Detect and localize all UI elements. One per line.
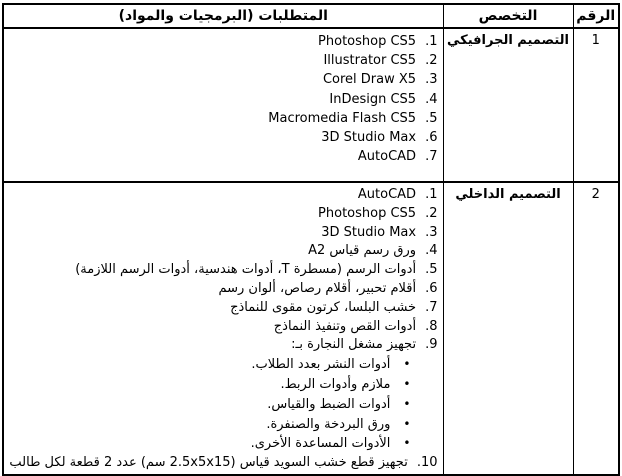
bullet-list-item: • ملازم وأدوات الربط.: [10, 375, 438, 395]
list-item-number: 5.: [425, 110, 438, 126]
bullet-list-item: • ورق البردخة والصنفرة.: [10, 415, 438, 435]
header-number: الرقم: [572, 3, 620, 29]
list-item-text: Macromedia Flash CS5: [268, 110, 417, 126]
bullet-list-item: • الأدوات المساعدة الأخرى.: [10, 434, 438, 454]
list-item-text: ورق رسم قياس A2: [308, 243, 417, 259]
header-specialization: التخصص: [442, 3, 574, 29]
list-item-text: AutoCAD: [357, 187, 417, 202]
list-item-number: 6.: [425, 130, 438, 146]
list-item: 1. Photoshop CS5: [10, 32, 438, 51]
bullet-list-item: • أدوات الضبط والقياس.: [10, 395, 438, 415]
list-item-text: خشب البلسا، كرتون مقوى للنماذج: [230, 299, 417, 315]
bullet-item-text: الأدوات المساعدة الأخرى.: [250, 436, 391, 452]
list-item-number: 9.: [425, 337, 438, 353]
list-item-text: تجهيز مشغل النجارة بـ:: [291, 337, 417, 353]
list-item-text: أدوات الرسم (مسطرة T، أدوات هندسية، أدوا…: [75, 262, 417, 278]
list-item-number: 4.: [425, 91, 438, 107]
bullet-item-text: ورق البردخة والصنفرة.: [266, 416, 391, 432]
list-item: 5. Macromedia Flash CS5: [10, 109, 438, 128]
table-header-row: الرقم التخصص المتطلبات (البرمجيات والموا…: [2, 3, 620, 29]
list-item-number: 10.: [416, 455, 438, 471]
bullet-list: • أدوات النشر بعدد الطلاب. • ملازم وأدوا…: [10, 355, 438, 454]
list-item-text: Illustrator CS5: [323, 53, 417, 69]
list-item-number: 2.: [425, 53, 438, 69]
list-item-number: 2.: [425, 205, 438, 221]
list-item: 9. تجهيز مشغل النجارة بـ:: [10, 336, 438, 355]
list-item-number: 7.: [425, 299, 438, 315]
list-item-text: Photoshop CS5: [318, 34, 417, 49]
list-item-number: 6.: [425, 280, 438, 296]
numbered-list: 1. Photoshop CS5 2. Illustrator CS5 3.: [10, 32, 438, 166]
list-item: 8. أدوات القص وتنفيذ النماذج: [10, 318, 438, 337]
list-item: 4. ورق رسم قياس A2: [10, 242, 438, 261]
row-specialization: التصميم الداخلي: [442, 181, 574, 476]
bullet-icon: •: [403, 416, 411, 431]
list-item: 5. أدوات الرسم (مسطرة T، أدوات هندسية، أ…: [10, 261, 438, 280]
list-item-number: 3.: [425, 224, 438, 240]
bullet-item-text: أدوات الضبط والقياس.: [267, 396, 391, 412]
bullet-icon: •: [403, 436, 411, 451]
list-item: 6. 3D Studio Max: [10, 128, 438, 147]
list-item-text: أقلام تحبير، أقلام رصاص، ألوان رسم: [218, 280, 417, 296]
bullet-icon: •: [403, 376, 411, 391]
list-item-10: 10. تجهيز قطع خشب السويد قياس (2.5x5x15 …: [9, 454, 438, 473]
list-item-text: تجهيز قطع خشب السويد قياس (2.5x5x15 سم) …: [9, 455, 408, 471]
row-requirements: 1. Photoshop CS5 2. Illustrator CS5 3.: [2, 27, 444, 183]
bullet-item-text: أدوات النشر بعدد الطلاب.: [251, 357, 391, 373]
bullet-list-item: • أدوات النشر بعدد الطلاب.: [10, 355, 438, 375]
list-item-text: Photoshop CS5: [318, 205, 417, 221]
list-item: 4. InDesign CS5: [10, 90, 438, 109]
table-row-interior-design: 2 التصميم الداخلي 1. AutoCAD 2.: [2, 181, 620, 476]
row-number: 2: [572, 181, 620, 476]
list-item: 1. AutoCAD: [10, 186, 438, 205]
requirements-table: الرقم التخصص المتطلبات (البرمجيات والموا…: [2, 3, 620, 476]
list-item: 6. أقلام تحبير، أقلام رصاص، ألوان رسم: [10, 280, 438, 299]
row-requirements: 1. AutoCAD 2. Photoshop CS5 3. 3D: [2, 181, 444, 476]
list-item: 3. Corel Draw X5: [10, 70, 438, 89]
numbered-list: 1. AutoCAD 2. Photoshop CS5 3. 3D: [10, 186, 438, 355]
list-item-number: 8.: [425, 318, 438, 334]
table-row-graphic-design: 1 التصميم الجرافيكي 1. Photoshop CS5 2.: [2, 27, 620, 183]
header-requirements: المتطلبات (البرمجيات والمواد): [2, 3, 444, 29]
list-item-number: 7.: [425, 149, 438, 165]
list-item-text: أدوات القص وتنفيذ النماذج: [273, 318, 417, 334]
row-number: 1: [572, 27, 620, 183]
list-item: 2. Photoshop CS5: [10, 205, 438, 224]
list-item: 2. Illustrator CS5: [10, 51, 438, 70]
bullet-item-text: ملازم وأدوات الربط.: [280, 376, 391, 392]
list-item-number: 5.: [425, 262, 438, 278]
bullet-icon: •: [403, 396, 411, 411]
list-item: 3. 3D Studio Max: [10, 224, 438, 243]
bullet-icon: •: [403, 357, 411, 372]
list-item-number: 4.: [425, 243, 438, 259]
list-item-number: 3.: [425, 72, 438, 88]
list-item-text: 3D Studio Max: [321, 224, 417, 240]
row-specialization: التصميم الجرافيكي: [442, 27, 574, 183]
list-item-text: InDesign CS5: [329, 91, 417, 107]
list-item: 7. AutoCAD: [10, 147, 438, 166]
list-item: 7. خشب البلسا، كرتون مقوى للنماذج: [10, 299, 438, 318]
list-item-number: 1.: [425, 187, 438, 202]
list-item-number: 1.: [425, 34, 438, 49]
list-item-text: Corel Draw X5: [322, 72, 417, 88]
list-item-text: 3D Studio Max: [321, 130, 417, 146]
list-item-text: AutoCAD: [357, 149, 417, 165]
